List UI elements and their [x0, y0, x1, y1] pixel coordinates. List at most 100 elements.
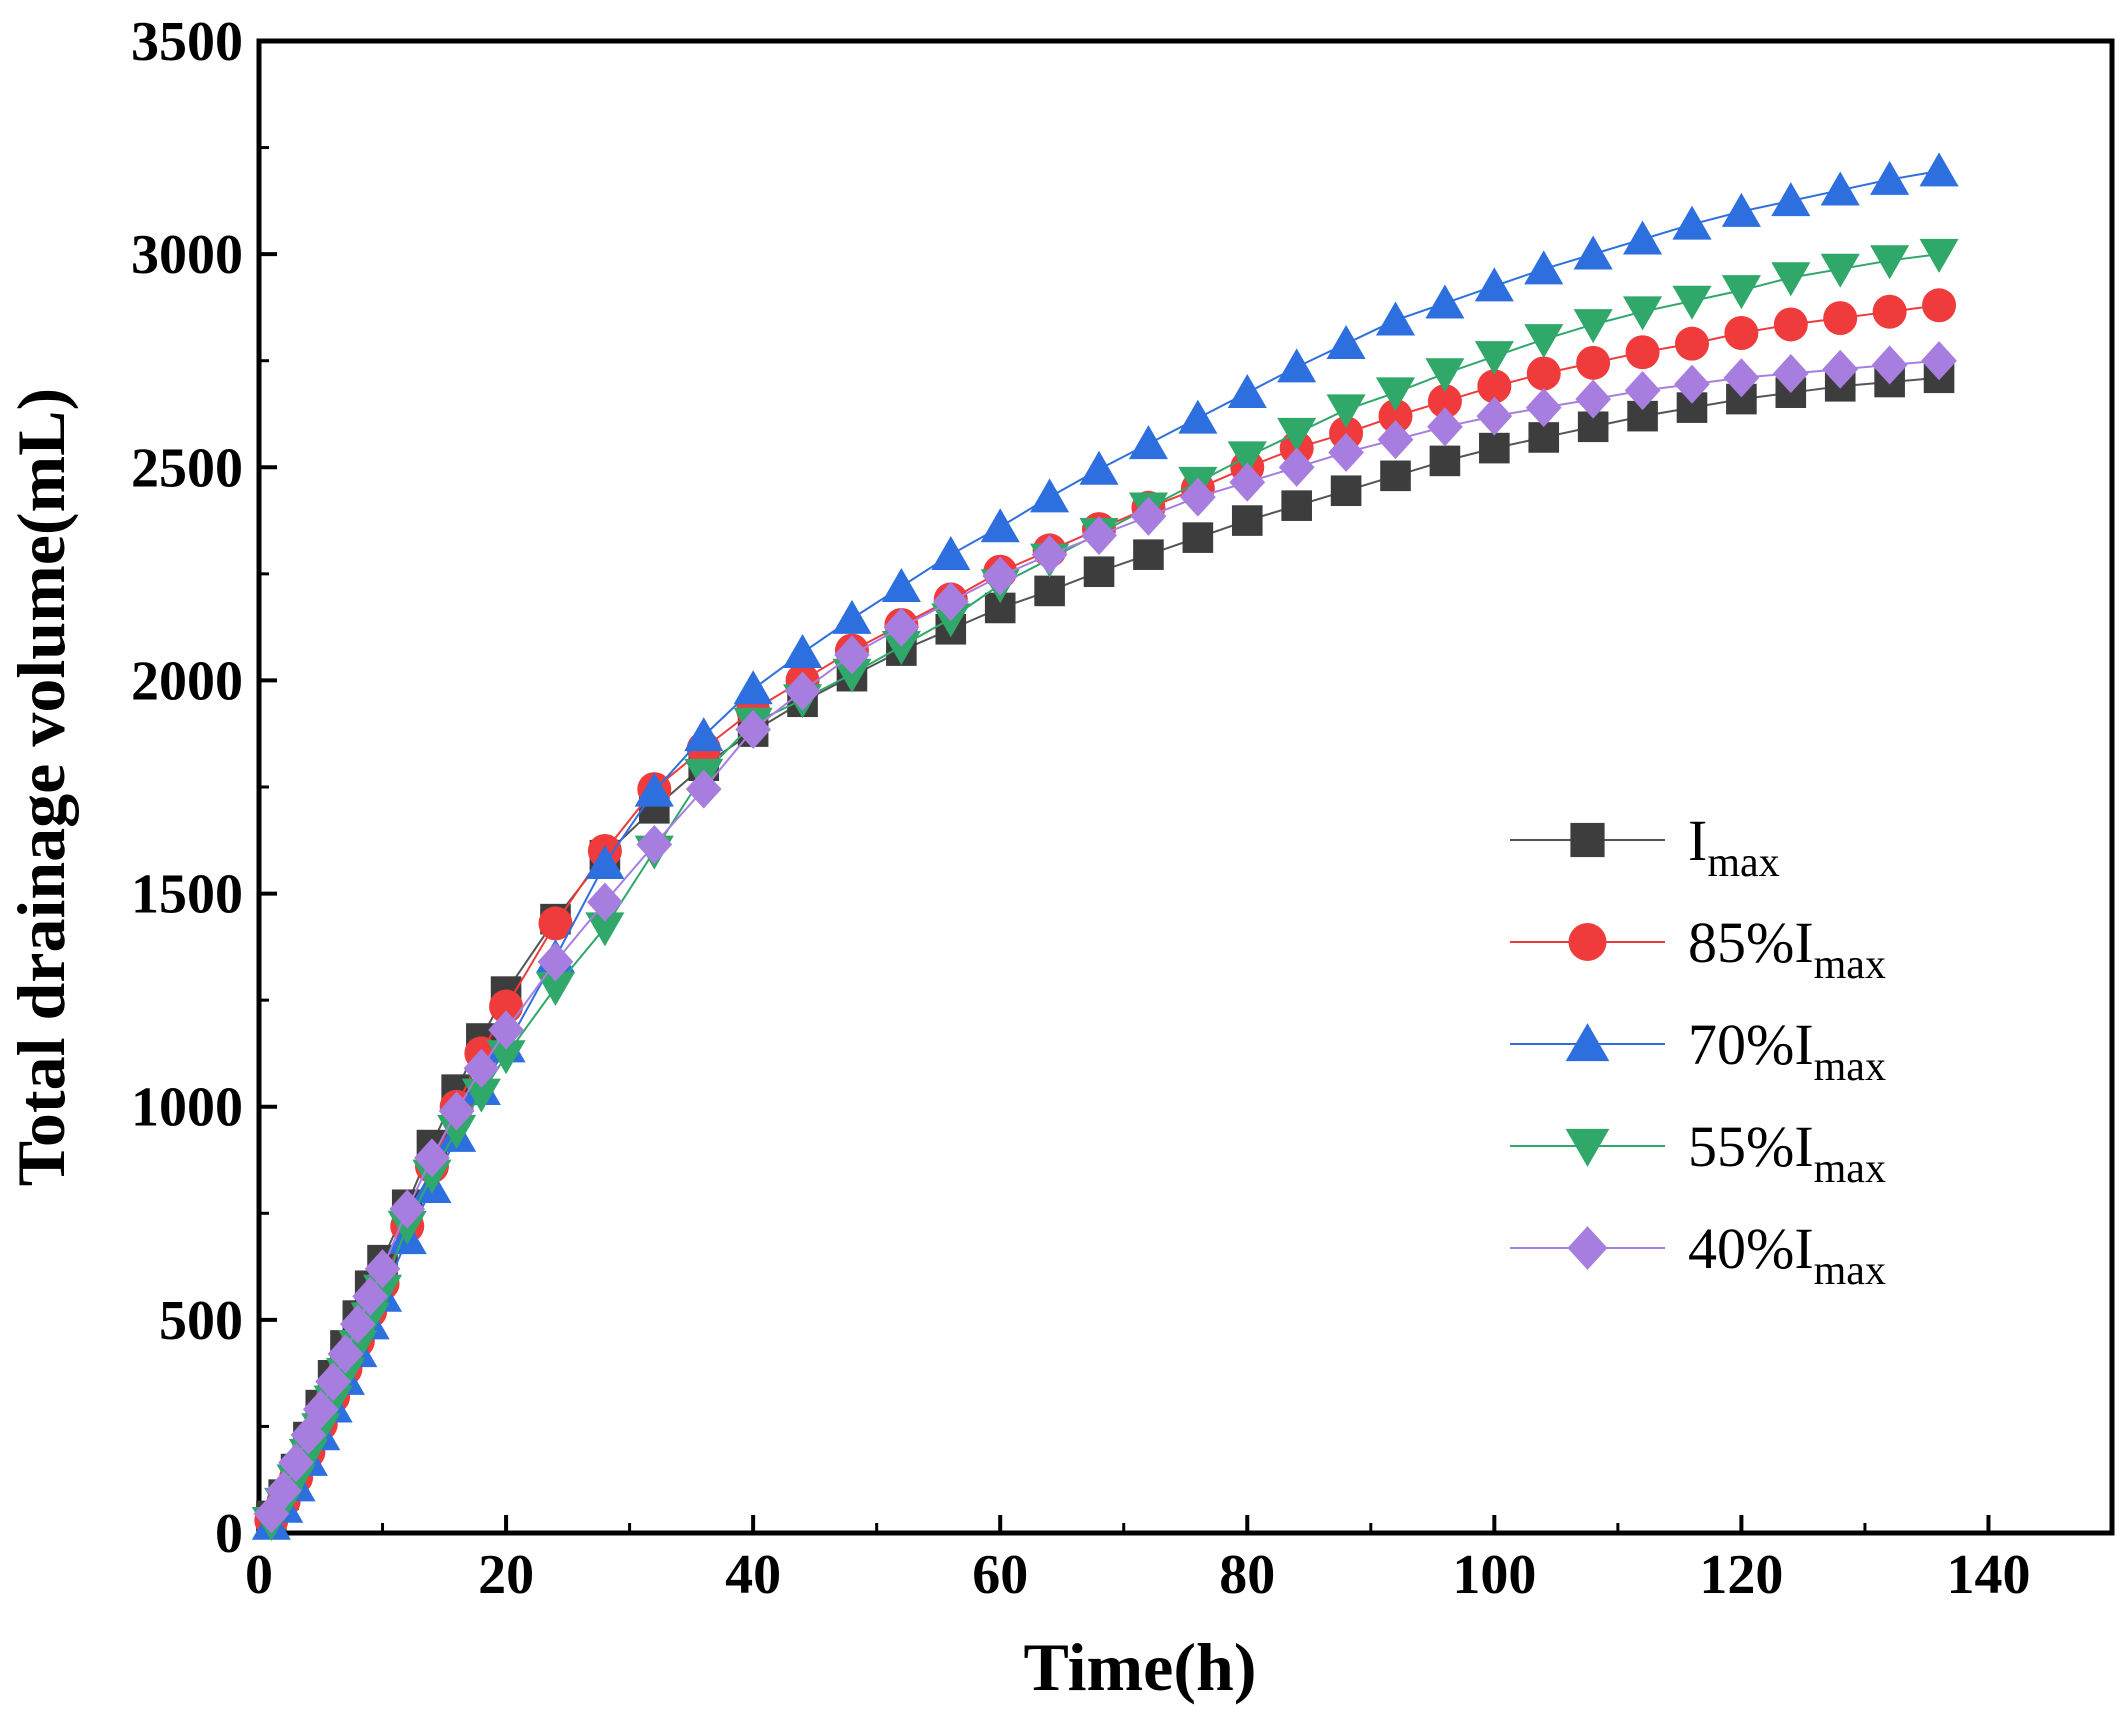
- legend-label: 85%Imax: [1688, 910, 1886, 988]
- data-point: [535, 972, 576, 1007]
- x-tick-label: 80: [1219, 1544, 1275, 1606]
- data-point: [1573, 309, 1613, 344]
- data-point: [1278, 447, 1315, 487]
- data-point: [1277, 417, 1317, 452]
- data-point: [1476, 396, 1513, 436]
- legend-label: 70%Imax: [1688, 1012, 1886, 1090]
- data-point: [1180, 477, 1216, 517]
- data-point: [1375, 301, 1416, 336]
- data-point: [1919, 238, 1959, 273]
- data-point: [1277, 348, 1317, 383]
- data-point: [932, 582, 969, 622]
- data-point: [585, 912, 625, 947]
- data-point: [1870, 245, 1910, 280]
- legend-item: Imax: [1510, 808, 1780, 886]
- data-point: [1377, 420, 1414, 460]
- data-point: [1524, 250, 1564, 285]
- data-point: [832, 658, 872, 693]
- data-point: [1326, 394, 1366, 429]
- data-point: [931, 535, 971, 570]
- axes: 0 20 40 60 80 100 120 140 0 500 1000 1500 2000 2500 30…: [131, 11, 2030, 1606]
- data-point: [1083, 556, 1115, 588]
- y-tick-label: 2000: [131, 650, 243, 712]
- data-point: [1625, 335, 1660, 370]
- data-point: [1474, 267, 1514, 302]
- data-point: [982, 556, 1019, 596]
- data-point: [1921, 341, 1957, 381]
- data-point: [585, 845, 625, 880]
- data-point: [489, 989, 524, 1024]
- data-point: [1672, 285, 1712, 320]
- data-point: [832, 599, 872, 634]
- data-point: [1674, 326, 1709, 361]
- data-point: [1576, 345, 1611, 380]
- data-point: [278, 1443, 314, 1483]
- data-point: [1034, 575, 1065, 607]
- data-point: [1474, 341, 1514, 376]
- data-point: [488, 1010, 524, 1050]
- legend-label-subscript: max: [1814, 1248, 1886, 1294]
- data-point: [438, 1091, 475, 1131]
- data-point: [1872, 294, 1907, 329]
- x-tick-label: 140: [1946, 1544, 2030, 1606]
- data-point: [1378, 399, 1413, 434]
- legend-marker: [1570, 822, 1605, 858]
- data-point: [1031, 535, 1068, 575]
- x-tick-label: 60: [972, 1544, 1028, 1606]
- x-tick-label: 20: [478, 1544, 534, 1606]
- x-tick-label: 100: [1452, 1544, 1536, 1606]
- data-point: [1427, 407, 1463, 447]
- data-point: [1375, 377, 1416, 412]
- data-point: [1721, 275, 1761, 310]
- data-point: [339, 1304, 376, 1344]
- data-point: [634, 772, 674, 807]
- x-tick-label: 40: [725, 1544, 781, 1606]
- data-point: [1525, 388, 1562, 428]
- data-point: [1674, 364, 1710, 404]
- data-point: [302, 1389, 339, 1429]
- data-point: [463, 1048, 500, 1088]
- data-point: [733, 670, 773, 705]
- data-point: [1820, 171, 1860, 206]
- data-point: [1922, 288, 1957, 323]
- data-point: [1477, 369, 1512, 404]
- data-point: [735, 709, 771, 750]
- data-point: [1820, 253, 1860, 288]
- y-tick-label: 0: [215, 1503, 243, 1565]
- data-point: [1330, 475, 1362, 507]
- data-point: [1528, 422, 1560, 453]
- data-point: [315, 1362, 351, 1402]
- data-point: [1771, 182, 1811, 217]
- data-point: [1380, 460, 1411, 492]
- legend-label-subscript: max: [1814, 942, 1886, 988]
- data-point: [486, 1040, 526, 1075]
- data-point: [1672, 205, 1712, 240]
- legend-label-subscript: max: [1707, 840, 1779, 886]
- legend-item: 70%Imax: [1510, 1012, 1886, 1090]
- data-point: [1771, 262, 1811, 297]
- data-point: [587, 882, 623, 922]
- data-point: [1133, 539, 1164, 570]
- data-point: [537, 942, 574, 982]
- y-tick-label: 3000: [131, 224, 243, 286]
- data-point: [1623, 220, 1663, 255]
- data-point: [1425, 358, 1465, 393]
- legend-label: 40%Imax: [1688, 1216, 1886, 1294]
- data-point: [1328, 432, 1364, 472]
- data-point: [1081, 515, 1117, 556]
- data-point: [1427, 384, 1462, 419]
- data-point: [437, 1114, 477, 1149]
- data-point: [1231, 505, 1263, 536]
- data-point: [784, 671, 821, 711]
- legend-label: 55%Imax: [1688, 1114, 1886, 1192]
- data-point: [1425, 284, 1465, 319]
- data-point: [1724, 316, 1759, 351]
- y-tick-label: 1000: [131, 1077, 243, 1139]
- legend-item: 85%Imax: [1510, 910, 1886, 988]
- data-point: [1624, 371, 1661, 411]
- data-point: [1281, 490, 1312, 521]
- data-point: [685, 769, 722, 809]
- x-axis-title: Time(h): [1024, 1629, 1257, 1705]
- data-point: [1128, 425, 1168, 460]
